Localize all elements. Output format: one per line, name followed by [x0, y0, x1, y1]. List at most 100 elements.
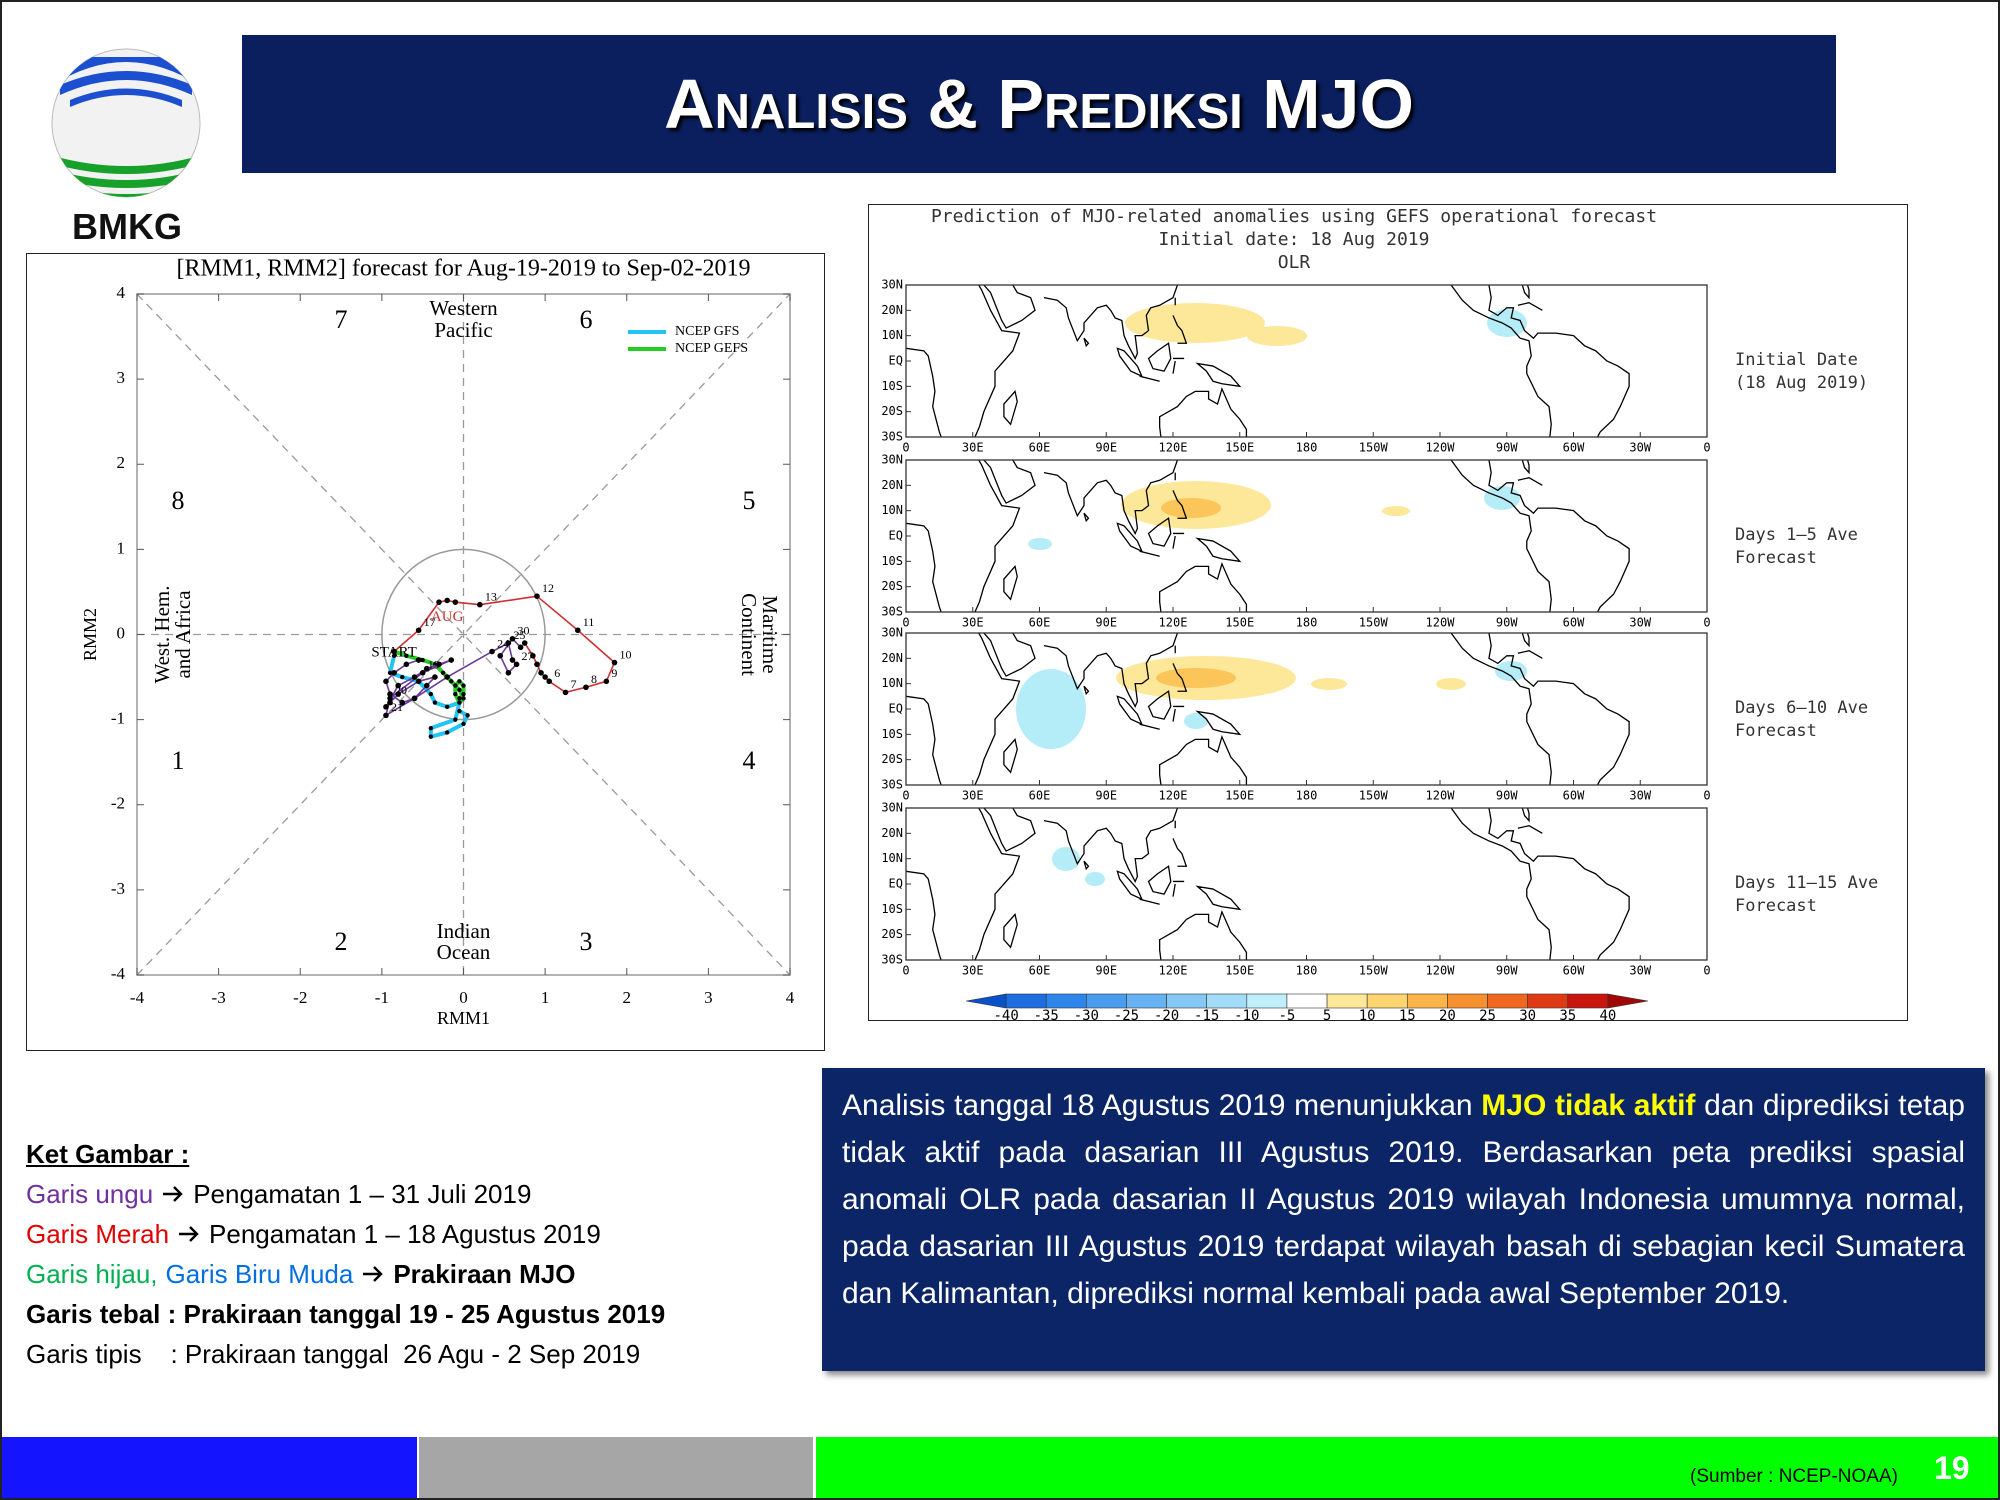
y-tick-label: 2 [117, 453, 126, 472]
lat-label: EQ [889, 354, 903, 368]
lon-label: 180 [1296, 616, 1318, 630]
colorbar-segment [1406, 993, 1448, 1009]
footer-bar [2, 1437, 417, 1498]
trajectory-point [457, 696, 462, 701]
lon-label: 30W [1629, 964, 1651, 978]
x-tick-label: 3 [704, 988, 713, 1007]
colorbar-segment [1246, 993, 1288, 1009]
map-title: Prediction of MJO-related anomalies usin… [931, 206, 1657, 227]
lon-label: 0 [902, 441, 909, 455]
lon-label: 180 [1296, 441, 1318, 455]
colorbar-segment [1567, 993, 1609, 1009]
colorbar-segment [1326, 993, 1368, 1009]
trajectory-point [444, 597, 450, 604]
panel-label: Forecast [1735, 896, 1817, 916]
lat-label: 10S [881, 727, 903, 741]
trajectory-point [440, 670, 446, 676]
trajectory-point [477, 601, 483, 608]
x-tick-label: 2 [623, 988, 632, 1007]
trajectory-point [453, 717, 458, 722]
lon-label: 30W [1629, 789, 1651, 803]
trajectory-point [461, 683, 466, 688]
lon-label: 180 [1296, 789, 1318, 803]
slide-title: Analisis & Prediksi MJO [664, 65, 1414, 143]
page-number: 19 [1934, 1450, 1970, 1486]
arrow-icon [179, 1226, 199, 1242]
arrow [363, 1266, 384, 1282]
footer-bar [816, 1437, 1998, 1498]
lat-label: 20S [881, 579, 903, 593]
legend-text: Garis Biru Muda [165, 1259, 354, 1289]
lon-label: 120W [1426, 616, 1456, 630]
lon-label: 90W [1496, 616, 1518, 630]
rmm-chart: [RMM1, RMM2] forecast for Aug-19-2019 to… [26, 253, 825, 1051]
trajectory-point [391, 648, 397, 655]
map-title: Initial date: 18 Aug 2019 [1159, 229, 1430, 250]
panel-label: Days 1–5 Ave [1735, 525, 1858, 545]
legend-line: Garis ungu Pengamatan 1 – 31 Juli 2019 [26, 1174, 826, 1214]
point-label: 24 [497, 636, 509, 650]
trajectory-point [419, 670, 426, 676]
trajectory-point [562, 689, 569, 696]
lon-label: 120E [1159, 441, 1188, 455]
lon-label: 30E [962, 964, 984, 978]
trajectory-point [383, 712, 389, 719]
trajectory-point [449, 679, 454, 684]
lat-label: 10N [881, 503, 903, 517]
lon-label: 120W [1426, 964, 1456, 978]
point-label: 20 [395, 683, 407, 697]
x-axis-label: RMM1 [437, 1008, 490, 1028]
trajectory-point [387, 695, 393, 702]
lat-label: 20N [881, 826, 903, 840]
colorbar-tick-label: 15 [1399, 1008, 1416, 1021]
legend-text: Garis tipis : Prakiraan tanggal 26 Agu -… [26, 1339, 641, 1369]
colorbar-tick-label: -20 [1154, 1008, 1179, 1021]
point-label: 8 [591, 672, 597, 686]
trajectory-point [383, 678, 389, 685]
colorbar-segment [1045, 993, 1087, 1009]
point-label: 11 [583, 615, 595, 629]
region-label: and Africa [171, 590, 195, 679]
trajectory-point [509, 657, 516, 663]
x-tick-label: -4 [130, 988, 145, 1007]
trajectory-point [534, 661, 540, 668]
point-label: 9 [611, 666, 617, 680]
lon-label: 60E [1029, 789, 1051, 803]
colorbar-segment [1005, 993, 1047, 1009]
legend-heading: Ket Gambar : [26, 1139, 190, 1169]
y-tick-label: -4 [111, 964, 126, 983]
trajectory-point [546, 678, 553, 685]
lon-label: 60W [1563, 789, 1585, 803]
footer-bar [419, 1437, 813, 1498]
lat-label: 10N [881, 851, 903, 865]
arrow-icon [163, 1186, 183, 1202]
trajectory-point [452, 599, 459, 605]
trajectory-point [542, 674, 548, 680]
lon-label: 90W [1496, 441, 1518, 455]
trajectory-point [497, 652, 504, 659]
region-label: Western [429, 296, 498, 320]
highlight-text: MJO tidak aktif [1481, 1089, 1696, 1122]
lon-label: 150W [1359, 441, 1389, 455]
legend-line: Garis hijau, Garis Biru Muda Prakiraan MJO [26, 1254, 826, 1294]
trajectory-point [428, 725, 434, 731]
trajectory-point [603, 678, 610, 685]
legend-text: Pengamatan 1 – 18 Agustus 2019 [209, 1219, 601, 1249]
trajectory-point [448, 657, 455, 663]
y-tick-label: -3 [111, 879, 125, 898]
chart-title: [RMM1, RMM2] forecast for Aug-19-2019 to… [177, 256, 751, 282]
lon-label: 0 [1703, 964, 1710, 978]
region-label: Indian [437, 919, 491, 943]
point-label: 10 [620, 647, 632, 661]
lon-label: 90E [1095, 789, 1117, 803]
trajectory-point [420, 657, 425, 663]
phase-number: 5 [743, 486, 756, 515]
lat-label: 30N [881, 801, 903, 815]
lon-label: 120W [1426, 789, 1456, 803]
colorbar-tick-label: -25 [1114, 1008, 1139, 1021]
title-bar: Analisis & Prediksi MJO [242, 35, 1836, 173]
phase-number: 8 [172, 486, 185, 515]
